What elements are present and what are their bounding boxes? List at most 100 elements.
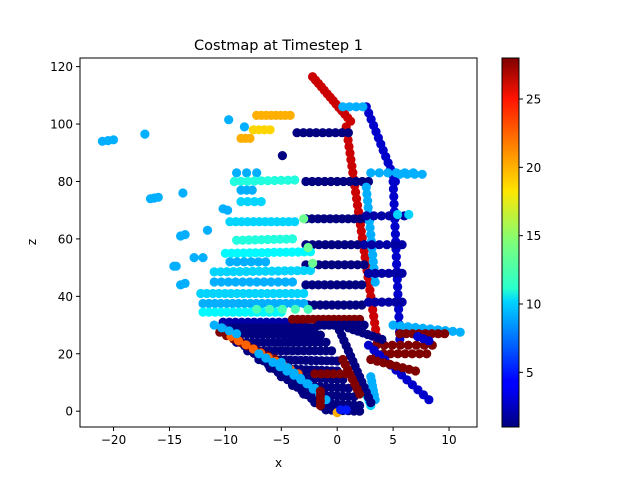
scatter-point <box>355 406 365 416</box>
scatter-point <box>346 260 356 270</box>
scatter-point <box>359 260 369 270</box>
scatter-point <box>254 266 264 276</box>
scatter-point <box>368 250 378 260</box>
scatter-points <box>97 72 465 418</box>
scatter-point <box>280 266 290 276</box>
scatter-point <box>329 369 339 379</box>
colorbar-tick-label: 15 <box>526 229 541 243</box>
scatter-point <box>397 268 407 278</box>
colorbar-tick-label: 25 <box>526 93 541 107</box>
scatter-point <box>228 267 238 277</box>
scatter-point <box>303 242 313 253</box>
scatter-point <box>277 304 287 314</box>
scatter-point <box>384 211 394 221</box>
scatter-point <box>397 240 407 250</box>
scatter-point <box>392 259 402 269</box>
scatter-point <box>327 346 337 356</box>
x-tick-label: −20 <box>101 433 126 447</box>
scatter-point <box>263 176 273 186</box>
y-tick-label: 100 <box>50 118 73 132</box>
scatter-point <box>417 169 427 179</box>
scatter-point <box>388 176 398 187</box>
scatter-point <box>248 266 258 276</box>
scatter-point <box>333 260 343 270</box>
scatter-point <box>223 205 233 215</box>
scatter-point <box>427 329 437 339</box>
scatter-point <box>327 260 337 270</box>
scatter-point <box>209 267 219 277</box>
y-tick-label: 40 <box>58 290 73 304</box>
x-tick-label: −15 <box>157 433 182 447</box>
scatter-point <box>216 277 226 287</box>
scatter-point <box>394 304 404 314</box>
scatter-point <box>361 182 371 192</box>
colorbar-tick-label: 10 <box>526 298 541 312</box>
scatter-point <box>286 266 296 276</box>
scatter-point <box>411 340 421 350</box>
scatter-point <box>393 282 403 292</box>
scatter-point <box>377 334 387 344</box>
scatter-point <box>241 340 251 350</box>
scatter-point <box>229 176 239 187</box>
scatter-point <box>260 266 271 276</box>
scatter-point <box>403 340 413 350</box>
scatter-point <box>198 253 208 263</box>
scatter-point <box>433 329 443 339</box>
scatter-point <box>390 229 400 239</box>
scatter-point <box>326 280 336 290</box>
scatter-point <box>254 349 264 359</box>
y-tick-label: 80 <box>58 175 73 189</box>
scatter-point <box>393 289 403 299</box>
scatter-point <box>359 320 369 330</box>
scatter-point <box>314 240 324 250</box>
scatter-point <box>320 260 330 270</box>
scatter-point <box>340 260 350 270</box>
scatter-point <box>407 349 417 359</box>
scatter-point <box>382 240 392 250</box>
scatter-point <box>320 240 330 250</box>
scatter-point <box>292 266 303 276</box>
scatter-point <box>202 225 213 235</box>
scatter-point <box>261 353 271 363</box>
scatter-point <box>232 257 242 267</box>
scatter-point <box>140 129 150 139</box>
scatter-point <box>353 260 363 270</box>
scatter-point <box>299 288 309 299</box>
scatter-point <box>455 327 465 337</box>
scatter-point <box>265 125 275 135</box>
scatter-point <box>245 277 255 287</box>
scatter-point <box>295 373 306 383</box>
scatter-point <box>308 258 318 268</box>
scatter-point <box>178 188 188 198</box>
scatter-point <box>290 175 300 185</box>
scatter-point <box>273 277 283 287</box>
scatter-point <box>351 176 361 187</box>
scatter-point <box>358 102 368 112</box>
scatter-point <box>401 329 411 339</box>
scatter-point <box>387 340 397 350</box>
scatter-point <box>366 398 376 408</box>
scatter-point <box>389 191 399 202</box>
scatter-point <box>374 240 384 250</box>
scatter-point <box>340 240 350 250</box>
scatter-point <box>287 234 298 244</box>
scatter-point <box>238 277 248 287</box>
scatter-point <box>301 176 311 187</box>
y-axis-label: z <box>25 239 39 245</box>
scatter-point <box>400 349 410 359</box>
scatter-point <box>265 304 275 314</box>
scatter-point <box>397 297 407 307</box>
scatter-point <box>252 304 262 314</box>
x-axis: −20 −15 −10 −5 0 5 10 <box>101 427 457 447</box>
scatter-point <box>222 267 232 277</box>
scatter-point <box>388 184 398 194</box>
scatter-point <box>256 176 266 186</box>
y-tick-label: 0 <box>65 405 73 419</box>
scatter-point <box>225 257 235 267</box>
scatter-point <box>363 297 374 307</box>
scatter-point <box>366 230 376 240</box>
scatter-point <box>370 297 380 307</box>
scatter-point <box>298 128 308 138</box>
scatter-point <box>283 175 293 185</box>
scatter-point <box>390 268 400 278</box>
